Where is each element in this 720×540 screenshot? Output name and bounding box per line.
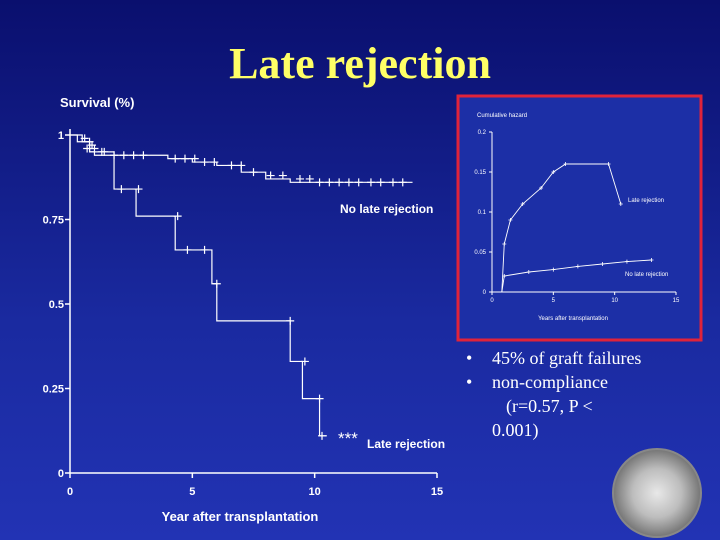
inset-legend-late-rejection: Late rejection: [628, 198, 664, 204]
censor-mark: [90, 144, 99, 153]
censor-mark: [134, 185, 143, 194]
x-tick-label: 5: [189, 486, 195, 498]
y-tick-label: 1: [58, 130, 64, 142]
inset-chart-group: 0 0.05 0.1 0.15 0.2 0 5 10 15 Cumulative hazard Ye…: [474, 113, 680, 322]
censor-mark: [344, 178, 353, 187]
censor-mark: [300, 357, 309, 366]
inset-frame: [456, 94, 703, 342]
censor-mark: [325, 178, 334, 187]
bullet-stat-cont: 0.001): [492, 420, 539, 440]
censor-mark: [119, 151, 128, 160]
censor-mark: [200, 245, 209, 254]
inset-point-mark: [649, 258, 654, 262]
y-tick-label: 0.25: [43, 384, 64, 396]
censor-mark: [376, 178, 385, 187]
inset-point-mark: [551, 267, 556, 272]
bullet-list: 45% of graft failures non-compliance (r=…: [460, 346, 690, 442]
slide-title: Late rejection: [229, 39, 491, 88]
inset-point-mark: [575, 264, 580, 269]
inset-y-axis-label: Cumulative hazard: [477, 113, 527, 119]
inset-x-tick-label: 10: [611, 298, 618, 304]
y-tick-label: 0.75: [43, 215, 64, 227]
legend-late-rejection: Late rejection: [367, 437, 445, 451]
censor-mark: [80, 134, 89, 143]
inset-y-tick-label: 0.05: [474, 250, 486, 256]
inset-x-tick-label: 5: [552, 298, 556, 304]
censor-mark: [227, 161, 236, 170]
inset-point-mark: [502, 274, 507, 278]
inset-legend-no-late-rejection: No late rejection: [625, 272, 668, 278]
significance-marker: ***: [338, 429, 358, 448]
inset-point-mark: [508, 218, 513, 222]
inset-point-mark: [600, 262, 605, 266]
inset-y-tick-label: 0.2: [478, 130, 487, 136]
escher-circle-image: [612, 448, 702, 538]
inset-y-tick-label: 0.1: [478, 210, 487, 216]
series-line: [70, 134, 327, 437]
inset-point-mark: [606, 162, 611, 166]
censor-mark: [249, 168, 258, 177]
censor-mark: [366, 178, 375, 187]
inset-point-mark: [624, 259, 629, 264]
inset-point-mark: [551, 170, 556, 174]
bullet-stat: (r=0.57, P <: [506, 396, 593, 416]
inset-point-mark: [539, 186, 544, 190]
censor-mark: [171, 154, 180, 163]
legend-no-late-rejection: No late rejection: [340, 202, 433, 216]
censor-mark: [398, 178, 407, 187]
inset-series-line: [501, 259, 652, 293]
y-axis-label: Survival (%): [60, 95, 134, 110]
bullet-noncompliance: non-compliance: [460, 370, 690, 394]
censor-mark: [200, 158, 209, 167]
censor-mark: [180, 154, 189, 163]
inset-x-tick-label: 15: [673, 298, 680, 304]
censor-mark: [315, 178, 324, 187]
inset-point-mark: [618, 202, 623, 206]
censor-mark: [83, 144, 92, 153]
inset-y-tick-label: 0.15: [474, 170, 486, 176]
x-axis-label: Year after transplantation: [162, 509, 319, 524]
inset-point-mark: [502, 242, 507, 246]
censor-mark: [266, 171, 275, 180]
censor-mark: [210, 158, 219, 167]
censor-mark: [315, 394, 324, 403]
censor-mark: [117, 185, 126, 194]
x-tick-label: 0: [67, 486, 73, 498]
bullet-text-1: 45% of graft failures: [492, 348, 642, 368]
censor-mark: [129, 151, 138, 160]
censor-mark: [318, 431, 327, 440]
bullet-graft-failures: 45% of graft failures: [460, 346, 690, 370]
censor-mark: [237, 161, 246, 170]
y-tick-label: 0: [58, 468, 64, 480]
x-tick-label: 15: [431, 486, 443, 498]
inset-point-mark: [526, 270, 531, 274]
censor-mark: [190, 154, 199, 163]
censor-mark: [139, 151, 148, 160]
censor-mark: [212, 279, 221, 288]
censor-mark: [295, 174, 304, 183]
bullet-text-2: non-compliance: [492, 372, 608, 392]
inset-point-mark: [520, 202, 525, 206]
censor-mark: [286, 316, 295, 325]
y-tick-label: 0.5: [49, 299, 64, 311]
inset-x-tick-label: 0: [490, 298, 494, 304]
x-tick-label: 10: [309, 486, 321, 498]
inset-y-tick-label: 0: [483, 290, 487, 296]
inset-x-axis-label: Years after transplantation: [538, 316, 608, 322]
censor-mark: [335, 178, 344, 187]
censor-mark: [173, 212, 182, 221]
censor-mark: [278, 171, 287, 180]
censor-mark: [388, 178, 397, 187]
censor-mark: [305, 174, 314, 183]
censor-mark: [354, 178, 363, 187]
censor-mark: [183, 245, 192, 254]
inset-point-mark: [563, 162, 568, 166]
censor-mark: [100, 147, 109, 156]
